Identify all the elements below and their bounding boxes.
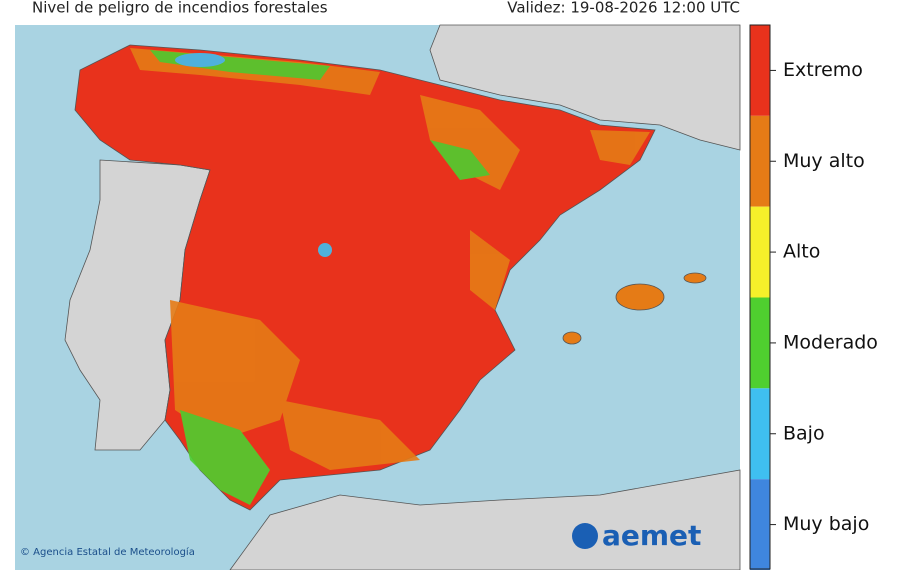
area-east bbox=[470, 230, 510, 310]
legend-label: Extremo bbox=[783, 59, 863, 81]
area-cadiz bbox=[180, 410, 270, 505]
logo: aemet bbox=[602, 519, 701, 552]
area-low bbox=[175, 53, 225, 67]
map: © Agencia Estatal de Meteorología aemet bbox=[15, 24, 741, 571]
mallorca bbox=[615, 283, 665, 311]
menorca bbox=[683, 272, 707, 284]
legend-swatch bbox=[750, 25, 770, 116]
area-moderate bbox=[430, 140, 490, 180]
legend-swatch bbox=[750, 479, 770, 570]
legend-frame bbox=[749, 24, 771, 570]
validity: Validez: 19-08-2026 12:00 UTC bbox=[507, 0, 740, 17]
map-title: Nivel de peligro de incendios forestales bbox=[32, 0, 328, 17]
legend-swatch bbox=[750, 388, 770, 480]
area-south bbox=[280, 400, 420, 470]
legend: Extremo Muy alto Alto Moderado Bajo Muy bajo bbox=[749, 24, 878, 570]
legend-label: Alto bbox=[783, 241, 820, 263]
legend-label: Muy bajo bbox=[783, 513, 869, 535]
danger-areas bbox=[130, 48, 650, 505]
legend-swatch bbox=[750, 115, 770, 207]
area-madrid bbox=[318, 243, 332, 257]
ibiza bbox=[562, 331, 582, 345]
legend-swatch bbox=[750, 206, 770, 298]
area-ebro bbox=[420, 95, 520, 190]
area-catalonia bbox=[590, 130, 650, 165]
africa bbox=[229, 469, 741, 571]
legend-label: Bajo bbox=[783, 422, 825, 444]
legend-label: Muy alto bbox=[783, 150, 865, 172]
france bbox=[429, 24, 741, 151]
area-southwest bbox=[170, 300, 300, 440]
legend-swatch bbox=[750, 297, 770, 389]
legend-label: Moderado bbox=[783, 331, 878, 353]
credit: © Agencia Estatal de Meteorología bbox=[20, 546, 195, 558]
logo-icon bbox=[572, 523, 598, 549]
